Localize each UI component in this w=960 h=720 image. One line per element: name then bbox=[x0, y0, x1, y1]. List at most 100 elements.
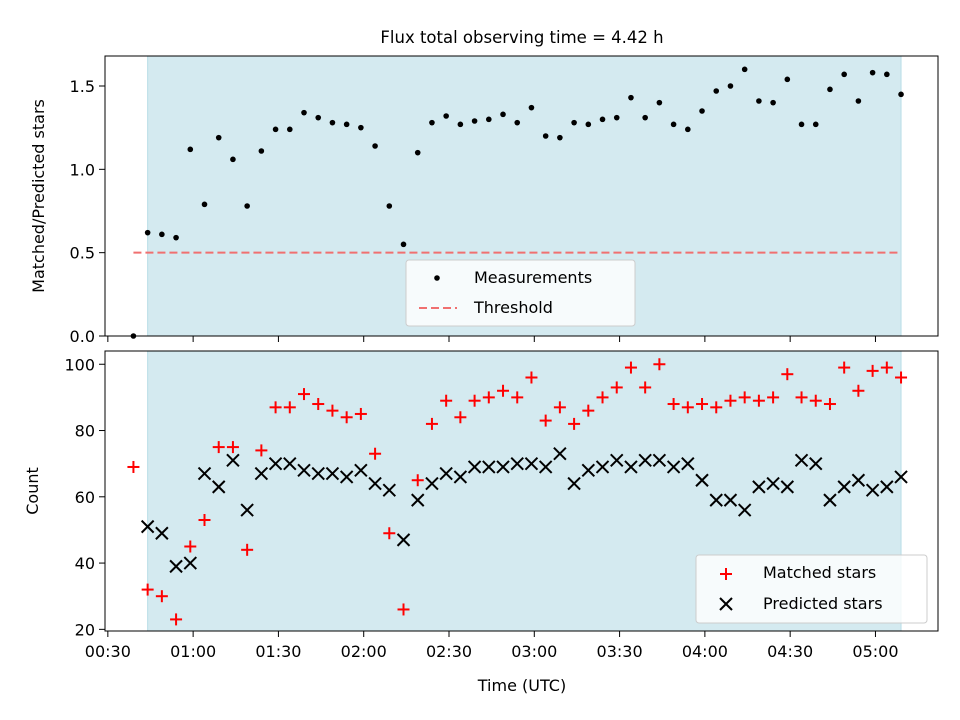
matched-star-point bbox=[553, 401, 566, 414]
measurement-point bbox=[230, 156, 236, 163]
measurement-point bbox=[286, 126, 293, 133]
top-panel: 0.0 0.5 1.0 1.5 Matched/Predicted stars Mea… bbox=[29, 55, 939, 346]
measurement-point bbox=[670, 121, 677, 128]
predicted-star-point bbox=[823, 493, 837, 507]
predicted-marker-b bbox=[567, 476, 581, 491]
predicted-star-point bbox=[368, 476, 382, 491]
predicted-marker-b bbox=[752, 480, 766, 494]
measurement-point bbox=[315, 114, 322, 121]
predicted-marker-b bbox=[339, 470, 354, 484]
matched-star-point bbox=[752, 394, 765, 407]
predicted-star-point bbox=[737, 503, 752, 517]
predicted-star-point bbox=[496, 460, 510, 474]
predicted-star-point bbox=[197, 466, 212, 481]
predicted-star-point bbox=[382, 483, 397, 497]
predicted-star-point bbox=[766, 476, 780, 491]
matched-star-point bbox=[155, 590, 168, 603]
predicted-marker-b bbox=[183, 556, 197, 570]
predicted-star-point bbox=[638, 453, 652, 468]
top-legend: Measurements Threshold bbox=[405, 259, 636, 327]
measurement-point bbox=[756, 98, 762, 104]
predicted-star-point bbox=[595, 460, 610, 474]
matched-star-point bbox=[440, 394, 453, 407]
matched-star-point bbox=[681, 401, 694, 414]
predicted-star-point bbox=[894, 470, 908, 484]
measurement-point bbox=[770, 99, 776, 106]
predicted-marker-b bbox=[681, 456, 695, 471]
matched-star-point bbox=[852, 384, 865, 397]
bottom-axes-frame bbox=[104, 350, 939, 632]
measurement-point bbox=[144, 229, 151, 236]
predicted-marker-b bbox=[581, 463, 596, 477]
bottom-y-ticks: 20 40 60 80 100 bbox=[64, 355, 105, 639]
predicted-star-point bbox=[851, 473, 866, 487]
predicted-star-point bbox=[155, 526, 169, 540]
measurement-point bbox=[713, 88, 720, 94]
predicted-star-point bbox=[524, 456, 539, 471]
measurement-point bbox=[741, 66, 748, 73]
legend-matched-label: Matched stars bbox=[763, 563, 876, 582]
measurement-point bbox=[429, 119, 435, 126]
x-tick-label: 02:00 bbox=[341, 642, 387, 661]
predicted-star-point bbox=[467, 460, 482, 474]
predicted-marker-b bbox=[197, 466, 212, 481]
matched-star-point bbox=[539, 414, 552, 427]
x-axis-label: Time (UTC) bbox=[477, 676, 566, 695]
predicted-marker-b bbox=[880, 480, 894, 494]
predicted-marker-b bbox=[240, 503, 254, 517]
matched-star-point bbox=[212, 441, 225, 454]
predicted-marker-b bbox=[311, 466, 325, 481]
measurement-point bbox=[784, 76, 791, 83]
predicted-star-point bbox=[411, 493, 425, 507]
predicted-marker-b bbox=[538, 460, 553, 474]
predicted-marker-b bbox=[823, 493, 837, 507]
matched-star-point bbox=[198, 513, 211, 526]
matched-star-point bbox=[710, 401, 723, 414]
predicted-marker-b bbox=[496, 460, 510, 474]
measurement-point bbox=[159, 231, 165, 238]
measurement-point bbox=[855, 98, 862, 104]
measurement-point bbox=[272, 126, 279, 133]
x-tick-label: 03:30 bbox=[597, 642, 643, 661]
matched-star-point bbox=[596, 391, 609, 404]
legend-predicted-label: Predicted stars bbox=[763, 594, 883, 613]
measurement-point bbox=[443, 113, 449, 119]
predicted-marker-b bbox=[553, 447, 567, 461]
matched-star-point bbox=[241, 543, 254, 556]
top-y-ticks: 0.0 0.5 1.0 1.5 bbox=[70, 77, 105, 346]
predicted-marker-b bbox=[169, 559, 183, 574]
predicted-star-point bbox=[453, 470, 468, 484]
matched-star-point bbox=[425, 417, 438, 430]
bottom-y-tick-label: 60 bbox=[75, 488, 95, 507]
bottom-y-tick-label: 40 bbox=[75, 554, 95, 573]
x-tick-label: 04:00 bbox=[682, 642, 728, 661]
measurement-point bbox=[727, 83, 734, 89]
matched-star-point bbox=[895, 371, 908, 384]
predicted-star-point bbox=[325, 466, 340, 481]
predicted-marker-b bbox=[297, 463, 311, 477]
predicted-star-point bbox=[396, 533, 411, 547]
x-tick-label: 01:30 bbox=[255, 642, 301, 661]
measurement-point bbox=[258, 148, 265, 154]
predicted-star-point bbox=[140, 519, 155, 534]
measurement-point bbox=[585, 121, 592, 128]
predicted-star-point bbox=[169, 559, 183, 574]
measurement-point bbox=[201, 201, 208, 208]
legend-measurements-label: Measurements bbox=[474, 268, 592, 287]
predicted-star-point bbox=[695, 473, 709, 487]
matched-star-point bbox=[795, 391, 808, 404]
measurement-point bbox=[358, 124, 364, 131]
predicted-marker-b bbox=[851, 473, 866, 487]
predicted-marker-b bbox=[467, 460, 482, 474]
top-axes-frame bbox=[104, 55, 939, 337]
measurement-point bbox=[656, 99, 663, 106]
measurement-point bbox=[841, 71, 847, 78]
matched-star-point bbox=[610, 381, 623, 394]
bottom-y-tick-label: 100 bbox=[64, 355, 95, 374]
measurement-point bbox=[244, 203, 250, 209]
matched-star-point bbox=[511, 391, 524, 404]
predicted-marker-b bbox=[595, 460, 610, 474]
predicted-star-point bbox=[311, 466, 325, 481]
matched-star-point bbox=[312, 398, 325, 411]
